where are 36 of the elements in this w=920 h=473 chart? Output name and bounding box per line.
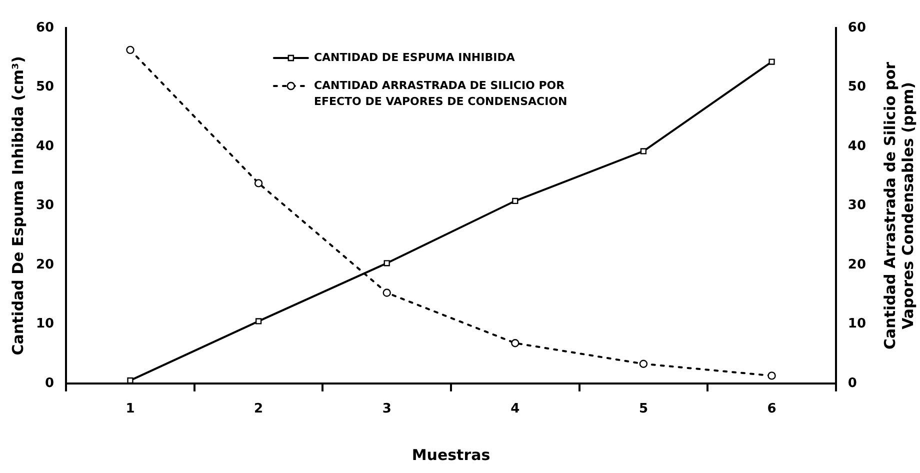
point [639, 360, 648, 368]
x-tick-label: 3 [382, 402, 392, 417]
point [512, 198, 518, 204]
point [384, 260, 390, 266]
point [382, 288, 391, 297]
y-axis-title: Cantidad De Espuma Inhibida (cm³) [8, 56, 27, 356]
y2-tick-label: 0 [848, 376, 857, 391]
y-tick-label: 30 [36, 198, 54, 214]
y2-tick-label: 20 [848, 257, 866, 272]
y-tick-label: 20 [36, 257, 54, 272]
point [255, 318, 262, 324]
legend-label: CANTIDAD DE ESPUMA INHIBIDA [314, 50, 516, 64]
point [254, 179, 263, 188]
y2-tick-label: 30 [848, 198, 866, 214]
y2-tick-label: 10 [848, 316, 866, 332]
x-axis-title: Muestras [412, 446, 490, 464]
legend-label: CANTIDAD ARRASTRADA DE SILICIO POR EFECTO DE VAPORES DE CONDENSACION [314, 78, 568, 108]
y-tick-label: 60 [36, 20, 54, 36]
x-tick-label: 6 [767, 402, 776, 417]
y2-tick-label: 60 [848, 20, 866, 36]
x-tick-label: 2 [254, 402, 264, 417]
y-tick-label: 0 [45, 376, 54, 391]
y2-tick-label: 50 [848, 80, 866, 95]
x-tick-label: 1 [126, 402, 135, 417]
point [511, 339, 520, 348]
x-tick-label: 4 [510, 402, 520, 417]
y2-axis-title: Cantidad Arrastrada de Silicio por Vapores Condensables (ppm) [880, 61, 917, 350]
point [768, 372, 776, 380]
y-tick-label: 50 [36, 80, 54, 95]
y-tick-label: 10 [36, 316, 54, 332]
x-tick-label: 5 [638, 402, 648, 417]
point [768, 58, 775, 65]
y2-tick-label: 40 [848, 138, 866, 154]
y-tick-label: 40 [36, 138, 54, 154]
point [126, 46, 134, 54]
point [640, 148, 647, 154]
